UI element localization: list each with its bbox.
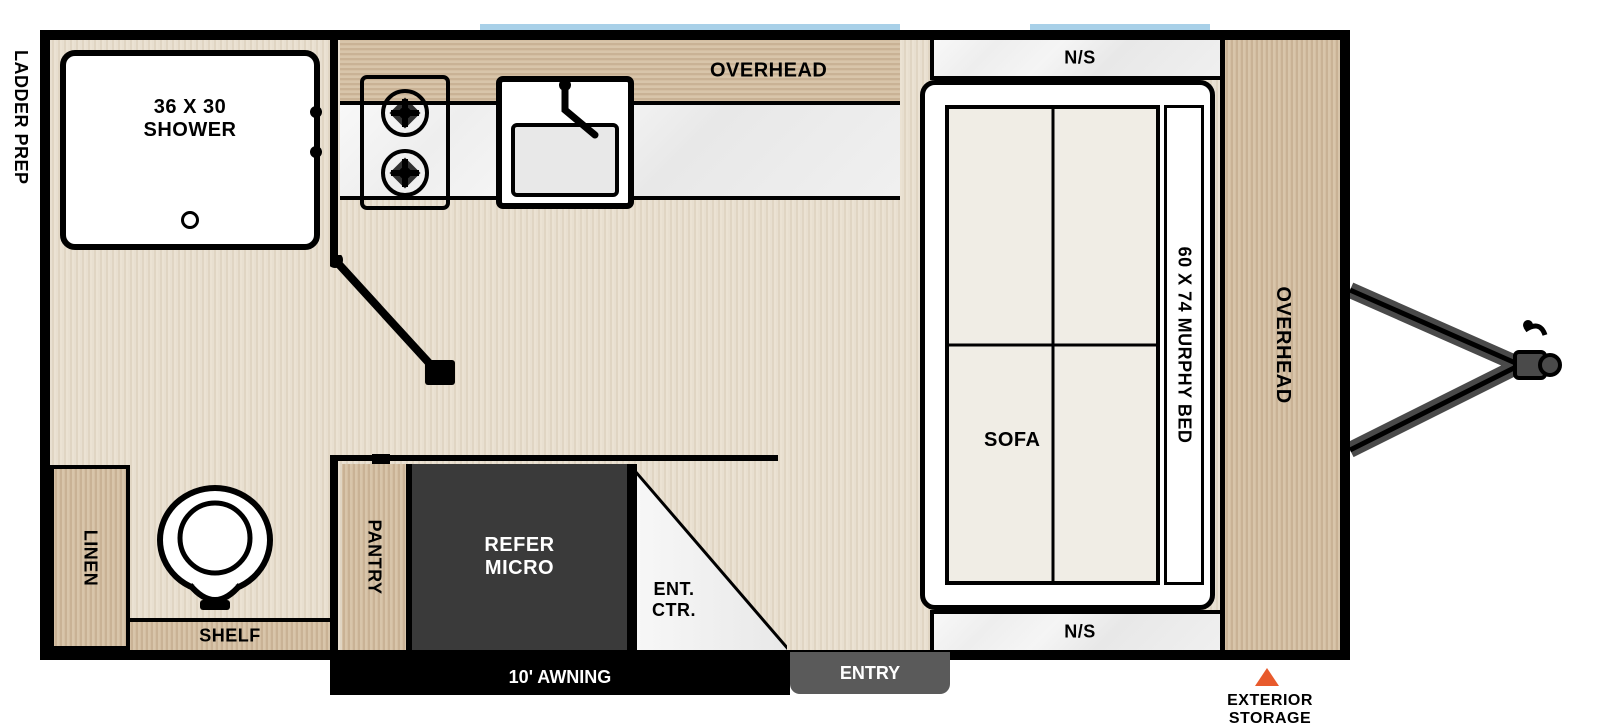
bathroom-wall-lower (330, 455, 338, 650)
entry-door: ENTRY (790, 652, 950, 694)
pantry: PANTRY (342, 464, 412, 650)
sink-icon (495, 75, 635, 210)
shelf: SHELF (130, 618, 330, 650)
nightstand-top: N/S (930, 40, 1230, 80)
exterior-storage-label: EXTERIOR STORAGE (1205, 692, 1335, 728)
faucet-handle-icon (310, 106, 322, 118)
ns-bottom-label: N/S (1064, 622, 1096, 643)
awning-label: 10' AWNING (509, 667, 612, 688)
exterior-storage-icon (1255, 668, 1279, 686)
sofa: SOFA (945, 105, 1160, 585)
murphy-bed-strip: 60 X 74 MURPHY BED (1164, 105, 1204, 585)
front-overhead-cabinet: OVERHEAD (1220, 40, 1340, 650)
shower-drain-icon (181, 211, 199, 229)
entry-label: ENTRY (840, 663, 900, 684)
ent-ctr: ENT. CTR. (627, 464, 787, 650)
shelf-label: SHELF (199, 626, 261, 647)
shower-label: 36 X 30 SHOWER (144, 96, 237, 142)
floorplan-container: LADDER PREP 36 X 30 SHOWER (30, 20, 1570, 692)
ent-ctr-label: ENT. CTR. (652, 579, 696, 621)
nightstand-bottom: N/S (930, 610, 1230, 650)
divider (627, 464, 637, 650)
sofa-label: SOFA (984, 429, 1040, 452)
kitchen-overhead-label: OVERHEAD (710, 59, 827, 82)
front-overhead-label: OVERHEAD (1271, 286, 1294, 403)
refer-micro: REFER MICRO (412, 464, 627, 650)
trailer-body: 36 X 30 SHOWER LINEN (40, 30, 1350, 660)
linen-label: LINEN (80, 529, 101, 586)
pantry-label: PANTRY (364, 520, 385, 595)
refer-micro-label: REFER MICRO (484, 534, 554, 580)
hitch-icon (1350, 270, 1570, 470)
shower: 36 X 30 SHOWER (60, 50, 320, 250)
toilet-icon (145, 480, 285, 625)
ns-top-label: N/S (1064, 48, 1096, 69)
sofa-seam (949, 344, 1156, 347)
murphy-bed-label: 60 X 74 MURPHY BED (1174, 247, 1195, 444)
linen-cabinet: LINEN (50, 465, 130, 650)
stove-icon (360, 75, 450, 210)
faucet-handle-icon (310, 146, 322, 158)
pantry-handle-icon (372, 454, 390, 464)
ladder-prep-label: LADDER PREP (10, 50, 31, 185)
awning-bar: 10' AWNING (330, 660, 790, 695)
bathroom-wall (330, 40, 338, 260)
bathroom-door-icon (330, 255, 490, 415)
